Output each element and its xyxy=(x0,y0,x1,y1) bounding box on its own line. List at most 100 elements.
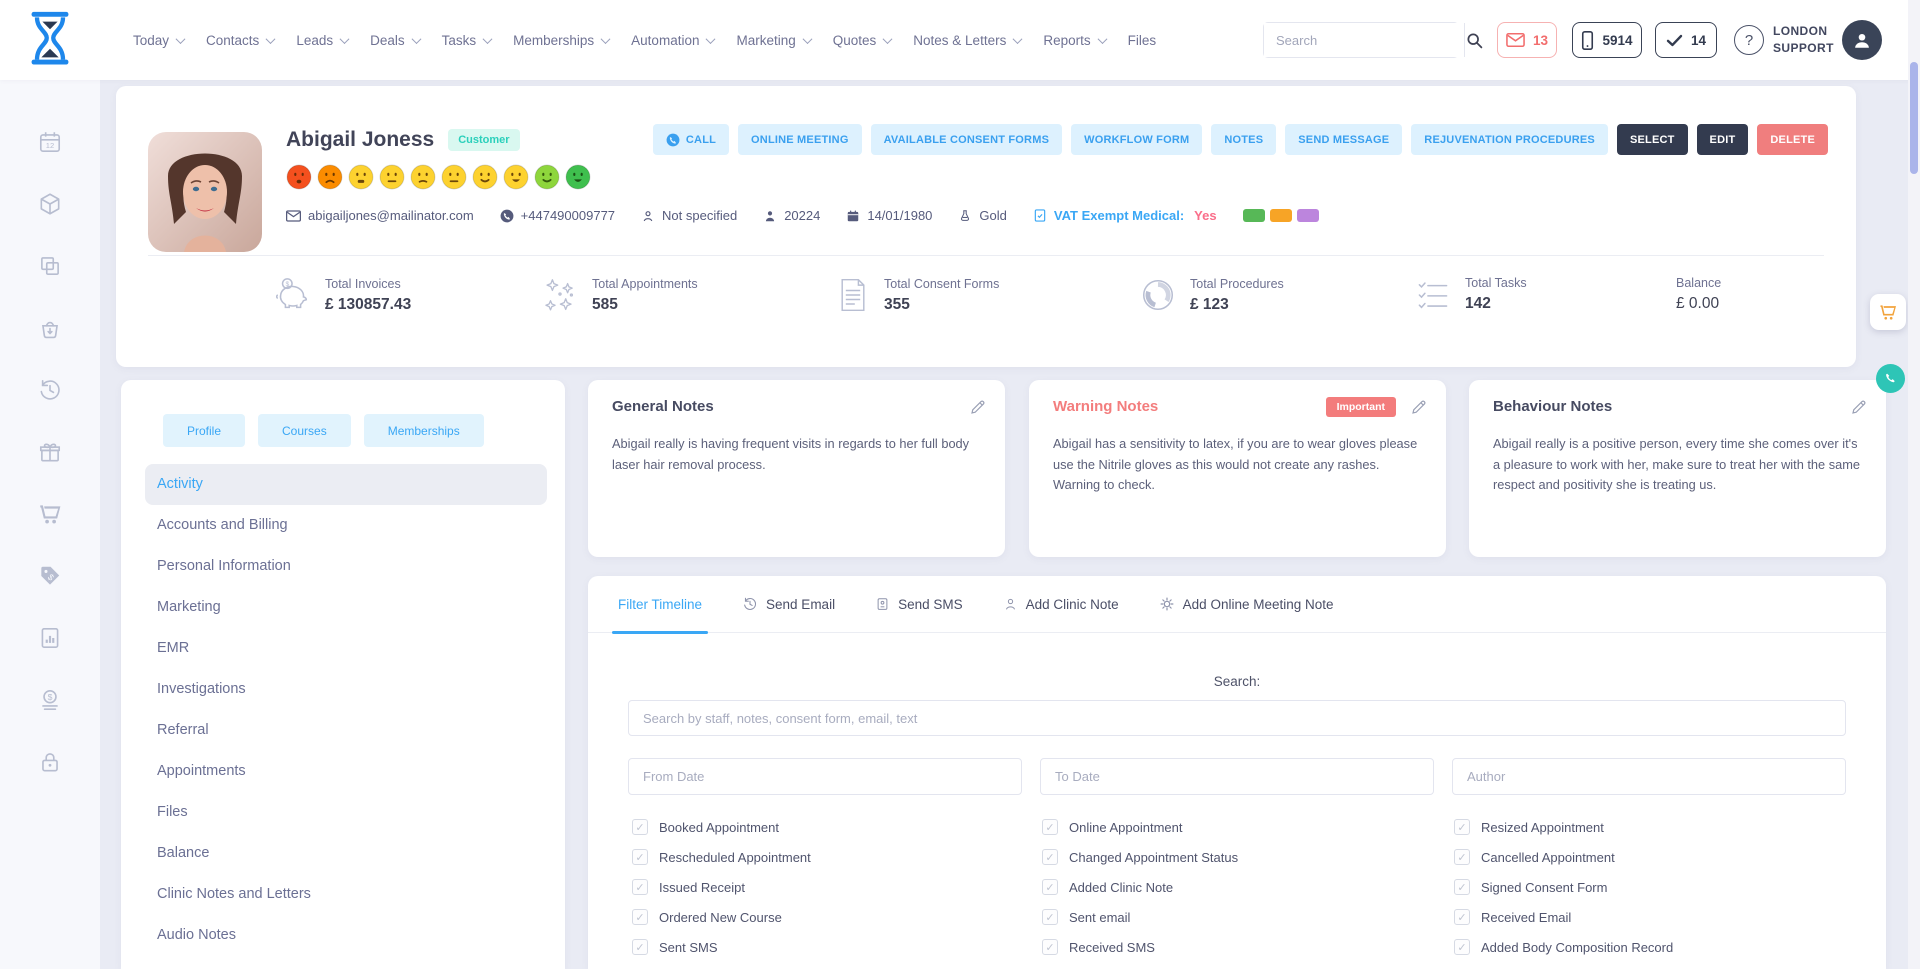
nav-reports[interactable]: Reports xyxy=(1043,33,1108,48)
scrollbar-thumb[interactable] xyxy=(1910,62,1918,174)
hourglass-logo[interactable] xyxy=(24,10,76,68)
nav-tasks[interactable]: Tasks xyxy=(442,33,493,48)
nav-memberships[interactable]: Memberships xyxy=(513,33,611,48)
mood-unhappy[interactable] xyxy=(317,164,343,190)
tab-add-online-meeting-note[interactable]: Add Online Meeting Note xyxy=(1159,576,1334,633)
menu-item-investigations[interactable]: Investigations xyxy=(157,681,246,697)
tag-orange[interactable] xyxy=(1269,209,1292,222)
menu-item-files[interactable]: Files xyxy=(157,804,188,820)
filter-received-sms[interactable]: Received SMS xyxy=(1042,939,1238,955)
author-input[interactable] xyxy=(1452,758,1846,795)
menu-item-appointments[interactable]: Appointments xyxy=(157,763,246,779)
mood-indifferent[interactable] xyxy=(441,164,467,190)
nav-notes-letters[interactable]: Notes & Letters xyxy=(913,33,1023,48)
edit-pencil-icon[interactable] xyxy=(1410,398,1428,416)
duplicate-icon[interactable] xyxy=(37,253,63,279)
filter-added-clinic-note[interactable]: Added Clinic Note xyxy=(1042,879,1238,895)
mood-very-unhappy[interactable] xyxy=(286,164,312,190)
menu-item-personal-information[interactable]: Personal Information xyxy=(157,558,291,574)
filter-rescheduled-appointment[interactable]: Rescheduled Appointment xyxy=(632,849,811,865)
tab-filter-timeline[interactable]: Filter Timeline xyxy=(611,576,709,634)
package-icon[interactable] xyxy=(37,191,63,217)
lock-icon[interactable] xyxy=(37,749,63,775)
cart-icon[interactable] xyxy=(37,501,63,527)
nav-files[interactable]: Files xyxy=(1127,32,1157,48)
edit-pencil-icon[interactable] xyxy=(969,398,987,416)
menu-item-drinks[interactable]: Drinks xyxy=(121,956,565,969)
gift-icon[interactable] xyxy=(37,439,63,465)
menu-item-balance[interactable]: Balance xyxy=(157,845,210,861)
menu-item-audio-notes[interactable]: Audio Notes xyxy=(157,927,236,943)
send-message-button[interactable]: SEND MESSAGE xyxy=(1285,124,1403,155)
available-consent-forms-button[interactable]: AVAILABLE CONSENT FORMS xyxy=(870,124,1063,155)
filter-changed-appointment-status[interactable]: Changed Appointment Status xyxy=(1042,849,1238,865)
search-input[interactable] xyxy=(1264,23,1464,57)
edit-pencil-icon[interactable] xyxy=(1850,398,1868,416)
mood-happy[interactable] xyxy=(503,164,529,190)
menu-item-clinic-notes-and-letters[interactable]: Clinic Notes and Letters xyxy=(157,886,311,902)
timeline-search-input[interactable] xyxy=(628,700,1846,736)
rejuvenation-procedures-button[interactable]: REJUVENATION PROCEDURES xyxy=(1411,124,1608,155)
menu-item-activity[interactable]: Activity xyxy=(145,464,547,505)
tag-purple[interactable] xyxy=(1296,209,1319,222)
tab-add-clinic-note[interactable]: Add Clinic Note xyxy=(1003,576,1119,633)
select-button[interactable]: SELECT xyxy=(1616,124,1688,155)
search-button[interactable] xyxy=(1464,23,1484,57)
tab-send-sms[interactable]: Send SMS xyxy=(875,576,963,633)
nav-quotes[interactable]: Quotes xyxy=(833,33,893,48)
nav-automation[interactable]: Automation xyxy=(631,33,716,48)
history-icon[interactable] xyxy=(37,377,63,403)
payment-icon[interactable]: $ xyxy=(37,687,63,713)
tag-green[interactable] xyxy=(1242,209,1265,222)
online-meeting-button[interactable]: ONLINE MEETING xyxy=(738,124,862,155)
nav-marketing[interactable]: Marketing xyxy=(736,33,813,48)
floating-call-button[interactable] xyxy=(1876,364,1905,393)
filter-signed-consent-form[interactable]: Signed Consent Form xyxy=(1454,879,1673,895)
mood-delighted[interactable] xyxy=(565,164,591,190)
notes-button[interactable]: NOTES xyxy=(1211,124,1277,155)
workflow-form-button[interactable]: WORKFLOW FORM xyxy=(1071,124,1203,155)
delete-button[interactable]: DELETE xyxy=(1757,124,1828,155)
basket-icon[interactable] xyxy=(37,315,63,341)
nav-leads[interactable]: Leads xyxy=(296,33,350,48)
help-button[interactable]: ? xyxy=(1734,25,1764,55)
tab-courses[interactable]: Courses xyxy=(258,414,351,447)
tasks-badge[interactable]: 14 xyxy=(1655,22,1717,58)
filter-sent-email[interactable]: Sent email xyxy=(1042,909,1238,925)
mood-very-happy[interactable] xyxy=(534,164,560,190)
filter-booked-appointment[interactable]: Booked Appointment xyxy=(632,819,811,835)
menu-item-emr[interactable]: EMR xyxy=(157,640,190,656)
calendar-icon[interactable]: 12 xyxy=(37,129,63,155)
profile-photo[interactable] xyxy=(148,132,262,252)
user-avatar[interactable] xyxy=(1842,20,1882,60)
nav-contacts[interactable]: Contacts xyxy=(206,33,276,48)
filter-issued-receipt[interactable]: Issued Receipt xyxy=(632,879,811,895)
tab-send-email[interactable]: Send Email xyxy=(742,576,835,633)
menu-item-referral[interactable]: Referral xyxy=(157,722,209,738)
filter-ordered-new-course[interactable]: Ordered New Course xyxy=(632,909,811,925)
price-tag-icon[interactable]: $ xyxy=(37,563,63,589)
from-date-input[interactable] xyxy=(628,758,1022,795)
filter-added-body-composition-record[interactable]: Added Body Composition Record xyxy=(1454,939,1673,955)
filter-received-email[interactable]: Received Email xyxy=(1454,909,1673,925)
email-notifications-badge[interactable]: 13 xyxy=(1497,22,1557,58)
mood-content[interactable] xyxy=(472,164,498,190)
report-icon[interactable] xyxy=(37,625,63,651)
to-date-input[interactable] xyxy=(1040,758,1434,795)
filter-sent-sms[interactable]: Sent SMS xyxy=(632,939,811,955)
nav-today[interactable]: Today xyxy=(133,33,186,48)
menu-item-marketing[interactable]: Marketing xyxy=(157,599,221,615)
page-scrollbar[interactable] xyxy=(1908,0,1920,969)
call-button[interactable]: CALL xyxy=(652,124,730,155)
tab-profile[interactable]: Profile xyxy=(163,414,246,447)
floating-cart-button[interactable] xyxy=(1870,294,1906,330)
filter-resized-appointment[interactable]: Resized Appointment xyxy=(1454,819,1673,835)
menu-item-accounts-and-billing[interactable]: Accounts and Billing xyxy=(157,517,288,533)
mood-uneasy[interactable] xyxy=(348,164,374,190)
mood-slightly-unhappy[interactable] xyxy=(410,164,436,190)
nav-deals[interactable]: Deals xyxy=(370,33,422,48)
edit-button[interactable]: EDIT xyxy=(1696,124,1749,155)
sms-notifications-badge[interactable]: 5914 xyxy=(1572,22,1642,58)
tab-memberships[interactable]: Memberships xyxy=(363,414,484,447)
mood-neutral[interactable] xyxy=(379,164,405,190)
